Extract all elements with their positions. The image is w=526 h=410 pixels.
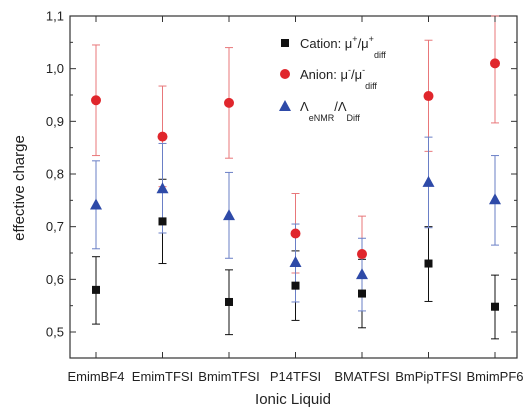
marker-triangle bbox=[289, 255, 302, 267]
y-tick-label: 0,9 bbox=[46, 114, 64, 129]
marker-triangle bbox=[422, 175, 435, 187]
x-tick-label: BmimPF6 bbox=[466, 369, 523, 384]
marker-circle bbox=[290, 228, 301, 239]
marker-square bbox=[424, 259, 433, 268]
marker-triangle bbox=[489, 193, 501, 205]
y-tick-label: 1,0 bbox=[46, 61, 64, 76]
y-tick-label: 0,7 bbox=[46, 219, 64, 234]
x-tick-label: P14TFSI bbox=[270, 369, 321, 384]
legend-marker-triangle bbox=[279, 100, 291, 111]
x-axis: EmimBF4 EmimTFSI BmimTFSI P14TFSI BMATFSI BmP… bbox=[67, 16, 524, 384]
plot-frame bbox=[69, 15, 518, 359]
marker-triangle bbox=[356, 268, 368, 280]
y-tick-label: 1,1 bbox=[46, 9, 64, 24]
marker-triangle bbox=[156, 182, 169, 194]
y-axis-title: effective charge bbox=[11, 135, 28, 241]
legend: Cation: μ+/μ+diff Anion: μ-/μ-diff ΛeNMR/Λ… bbox=[279, 34, 386, 123]
marker-square bbox=[491, 302, 499, 311]
legend-marker-square bbox=[281, 39, 289, 47]
marker-triangle bbox=[223, 209, 235, 221]
y-tick-label: 0,8 bbox=[46, 167, 64, 182]
legend-entry: Anion: μ-/μ-diff bbox=[300, 65, 377, 91]
marker-circle bbox=[357, 249, 367, 260]
x-tick-label: EmimBF4 bbox=[67, 369, 124, 384]
y-tick-label: 0,5 bbox=[46, 325, 64, 340]
x-tick-label: BMATFSI bbox=[334, 369, 389, 384]
x-tick-label: BmimTFSI bbox=[198, 369, 259, 384]
error-bars bbox=[92, 15, 499, 340]
marker-square bbox=[358, 289, 366, 298]
legend-marker-circle bbox=[280, 69, 290, 79]
marker-triangle bbox=[90, 198, 102, 210]
y-tick-label: 0,6 bbox=[46, 272, 64, 287]
x-tick-label: BmPipTFSI bbox=[395, 369, 461, 384]
marker-square bbox=[92, 285, 100, 294]
marker-circle bbox=[224, 97, 234, 108]
x-axis-title: Ionic Liquid bbox=[255, 391, 331, 408]
marker-circle bbox=[490, 58, 500, 69]
legend-entry: ΛeNMR/ΛDiff bbox=[300, 99, 360, 123]
x-tick-label: EmimTFSI bbox=[132, 369, 193, 384]
marker-square bbox=[158, 217, 167, 226]
marker-circle bbox=[423, 91, 434, 102]
legend-entry: Cation: μ+/μ+diff bbox=[300, 34, 386, 60]
marker-circle bbox=[91, 95, 101, 106]
marker-square bbox=[225, 297, 233, 306]
error-bar bbox=[491, 15, 499, 124]
data-markers bbox=[90, 58, 501, 311]
marker-circle bbox=[157, 131, 168, 142]
marker-square bbox=[291, 281, 300, 290]
y-axis: 0,5 0,6 0,7 0,8 0,9 1,0 1,1 bbox=[46, 9, 517, 340]
